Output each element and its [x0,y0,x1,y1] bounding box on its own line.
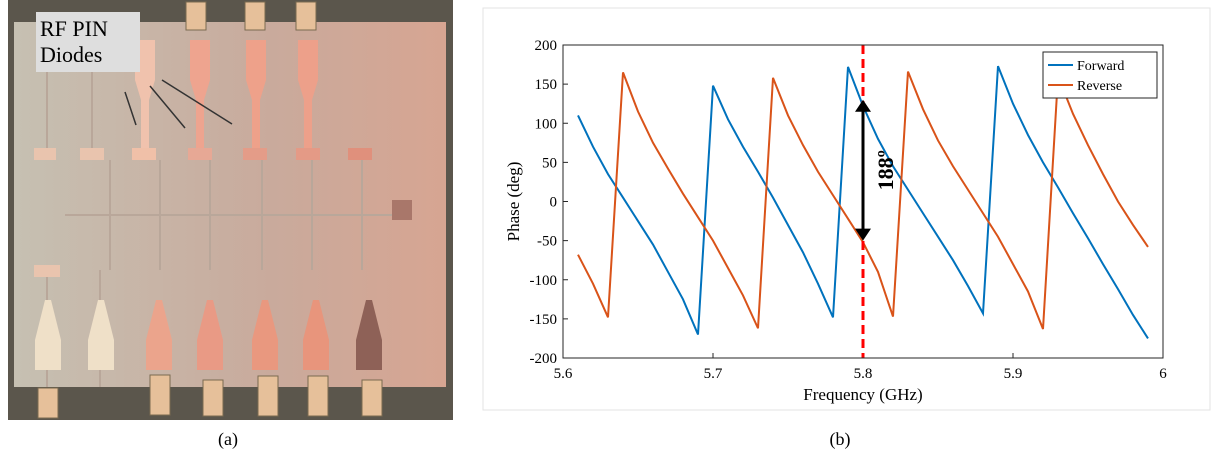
y-tick-label: 200 [535,38,558,54]
arrow-label: 188º [873,150,898,190]
photo: RF PIN Diodes [8,0,453,420]
x-tick-label: 5.7 [704,366,723,382]
caption: (a) [218,429,238,450]
x-tick-label: 6 [1159,366,1167,382]
x-axis-label: Frequency (GHz) [803,385,922,404]
callout-box [36,12,140,72]
connectors [37,1,383,419]
caption: (b) [830,429,851,450]
y-tick-label: 50 [542,155,557,171]
x-tick-label: 5.8 [854,366,873,382]
y-tick-label: 100 [535,116,558,132]
y-tick-label: -50 [537,234,557,250]
arrow-head [855,99,871,112]
x-tick-label: 5.9 [1004,366,1023,382]
callout-text: RF PIN [40,16,108,41]
legend-box [1042,51,1158,99]
callout-text: Diodes [40,42,102,67]
arrow-head [855,228,871,241]
x-tick-label: 5.6 [554,366,573,382]
pads [34,148,412,277]
y-tick-label: 0 [550,195,558,211]
y-tick-label: 150 [535,77,558,93]
callout-arrows [124,79,233,129]
board [14,22,446,387]
y-tick-label: -200 [530,351,558,367]
legend-label: Reverse [1077,79,1122,94]
y-axis-label: Phase (deg) [504,162,523,242]
y-tick-label: -150 [530,312,558,328]
plot-border [562,44,1164,359]
legend-label: Forward [1077,59,1124,74]
y-tick-label: -100 [530,273,558,289]
